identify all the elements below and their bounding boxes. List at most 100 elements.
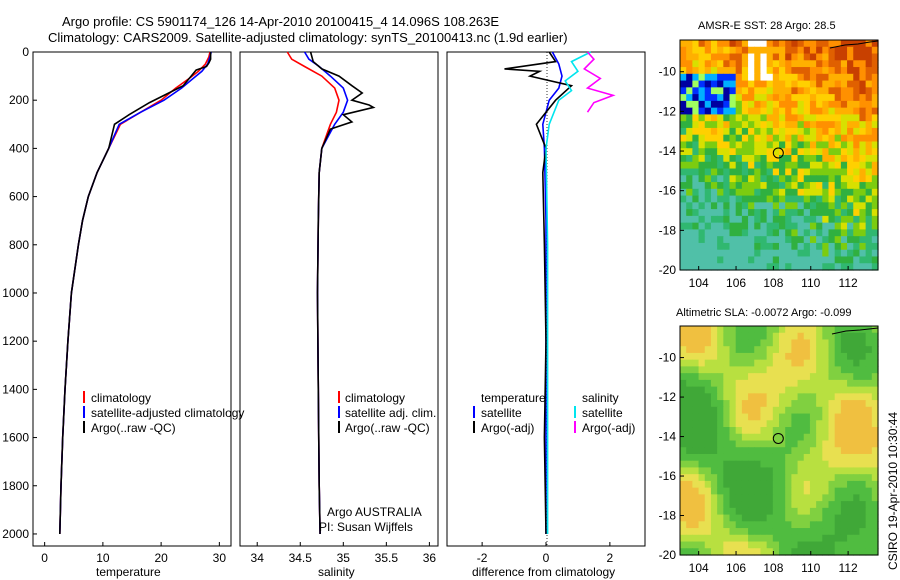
- heatmap-cell: [735, 148, 743, 156]
- heatmap-cell: [809, 60, 817, 68]
- heatmap-cell: [723, 215, 731, 224]
- heatmap-cell: [822, 188, 830, 197]
- heatmap-cell: [785, 332, 792, 341]
- heatmap-cell: [686, 73, 693, 82]
- heatmap-cell: [791, 332, 799, 341]
- heatmap-cell: [760, 379, 768, 388]
- heatmap-cell: [704, 359, 712, 368]
- heatmap-cell: [809, 507, 817, 516]
- heatmap-cell: [859, 548, 867, 556]
- heatmap-cell: [692, 447, 700, 455]
- heatmap-cell: [772, 507, 780, 516]
- heatmap-cell: [723, 67, 731, 75]
- heatmap-cell: [766, 534, 774, 543]
- heatmap-cell: [760, 373, 768, 381]
- heatmap-cell: [840, 366, 848, 374]
- heatmap-cell: [692, 379, 700, 388]
- heatmap-cell: [840, 332, 848, 341]
- heatmap-cell: [686, 80, 693, 88]
- heatmap-cell: [692, 67, 700, 75]
- heatmap-cell: [698, 359, 706, 368]
- heatmap-cell: [723, 87, 731, 95]
- heatmap-cell: [723, 467, 731, 475]
- heatmap-cell: [729, 420, 737, 428]
- heatmap-cell: [791, 352, 799, 361]
- heatmap-cell: [704, 420, 712, 428]
- heatmap-cell: [698, 242, 706, 251]
- heatmap-cell: [816, 467, 823, 475]
- heatmap-cell: [680, 236, 687, 244]
- heatmap-cell: [847, 453, 854, 462]
- y-tick-label: 0: [22, 45, 29, 59]
- heatmap-cell: [816, 236, 823, 244]
- heatmap-cell: [704, 121, 712, 129]
- heatmap-cell: [748, 155, 755, 163]
- heatmap-cell: [871, 366, 879, 374]
- series-line-salinity-satellite: [545, 51, 592, 534]
- heatmap-cell: [853, 474, 861, 482]
- y-tick-label: 200: [9, 93, 29, 107]
- heatmap-cell: [871, 507, 879, 516]
- legend-swatch-climatology: [83, 391, 85, 403]
- heatmap-cell: [840, 413, 848, 421]
- heatmap-cell: [704, 548, 712, 556]
- heatmap-cell: [853, 141, 861, 149]
- heatmap-cell: [704, 521, 712, 529]
- heatmap-cell: [822, 379, 830, 388]
- heatmap-cell: [729, 453, 737, 462]
- heatmap-cell: [686, 507, 693, 516]
- heatmap-cell: [797, 195, 805, 203]
- heatmap-cell: [766, 494, 774, 502]
- heatmap-cell: [828, 474, 836, 482]
- heatmap-cell: [723, 433, 731, 442]
- heatmap-cell: [729, 359, 737, 368]
- heatmap-cell: [766, 359, 774, 368]
- heatmap-cell: [859, 467, 867, 475]
- heatmap-cell: [729, 548, 737, 556]
- heatmap-cell: [704, 148, 712, 156]
- sla-map-panel: Altimetric SLA: -0.0072 Argo: -0.099 104…: [659, 307, 879, 575]
- heatmap-cell: [723, 100, 731, 109]
- heatmap-cell: [766, 161, 774, 170]
- heatmap-cell: [766, 202, 774, 210]
- heatmap-cell: [809, 453, 817, 462]
- heatmap-cell: [723, 256, 731, 264]
- heatmap-cell: [735, 242, 743, 251]
- heatmap-cell: [803, 528, 811, 536]
- heatmap-cell: [859, 528, 867, 536]
- heatmap-cell: [822, 215, 830, 224]
- heatmap-cell: [735, 373, 743, 381]
- heatmap-cell: [686, 60, 693, 68]
- heatmap-cell: [766, 406, 774, 415]
- heatmap-cell: [859, 87, 867, 95]
- heatmap-cell: [698, 521, 706, 529]
- heatmap-cell: [803, 460, 811, 469]
- heatmap-cell: [772, 339, 780, 347]
- heatmap-cell: [822, 94, 830, 102]
- heatmap-cell: [853, 346, 861, 354]
- x-tick-label: 20: [154, 551, 168, 565]
- heatmap-cell: [692, 46, 700, 55]
- heatmap-cell: [822, 332, 830, 341]
- heatmap-cell: [729, 141, 737, 149]
- heatmap-cell: [797, 406, 805, 415]
- heatmap-cell: [748, 215, 755, 224]
- heatmap-cell: [772, 222, 780, 231]
- heatmap-cell: [791, 474, 799, 482]
- heatmap-cell: [834, 236, 842, 244]
- heatmap-cell: [859, 386, 867, 394]
- heatmap-cell: [853, 263, 861, 271]
- heatmap-cell: [729, 80, 737, 88]
- heatmap-cell: [840, 249, 848, 258]
- heatmap-cell: [710, 46, 718, 55]
- heatmap-cell: [686, 521, 693, 529]
- heatmap-cell: [865, 521, 873, 529]
- heatmap-cell: [816, 413, 823, 421]
- heatmap-cell: [704, 175, 712, 183]
- heatmap-cell: [853, 494, 861, 502]
- heatmap-cell: [741, 155, 749, 163]
- heatmap-cell: [803, 236, 811, 244]
- heatmap-cell: [791, 514, 799, 522]
- heatmap-cell: [859, 60, 867, 68]
- heatmap-cell: [710, 114, 718, 122]
